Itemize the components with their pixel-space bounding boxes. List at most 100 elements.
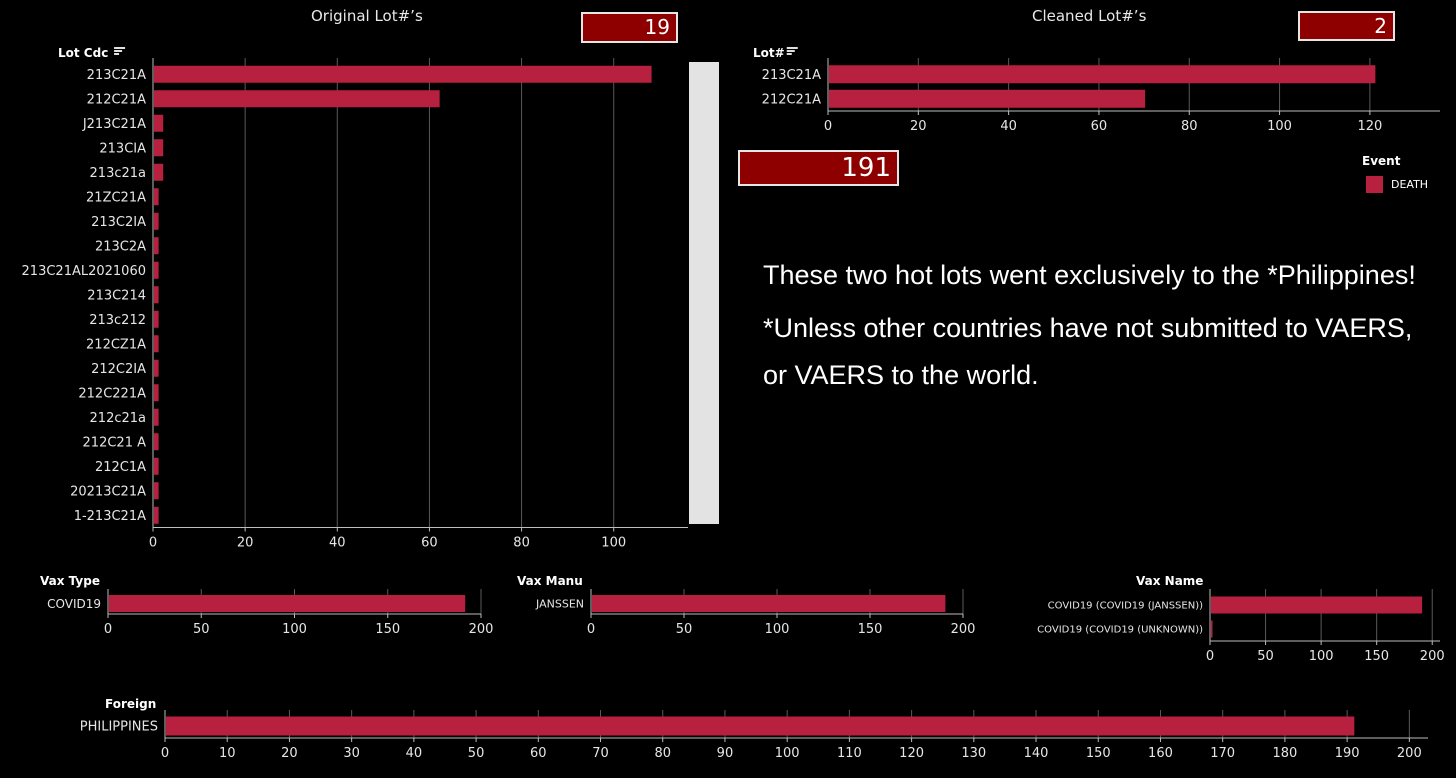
tick-label: 200 (951, 622, 976, 637)
vax-manu-chart: Vax Manu 0 50 100 150 200 JANSSEN (517, 574, 976, 637)
category-label: 213c21a (90, 166, 146, 181)
category-label: 213c212 (89, 313, 146, 328)
bar (154, 212, 159, 230)
category-label: 213C2A (95, 239, 146, 254)
tick-label: 160 (1148, 746, 1173, 761)
category-label: 212C221A (78, 386, 146, 401)
tick-label: 180 (1272, 746, 1297, 761)
dimension-label: Foreign (105, 697, 156, 711)
bar (154, 310, 159, 328)
tick-label: 50 (468, 746, 485, 761)
bar (154, 163, 164, 181)
tick-label: 0 (1206, 649, 1214, 664)
tick-label: 170 (1210, 746, 1235, 761)
tick-label: 60 (530, 746, 547, 761)
category-label: JANSSEN (535, 597, 584, 610)
bar (592, 595, 946, 612)
tick-label: 0 (824, 119, 832, 134)
tick-label: 0 (587, 622, 595, 637)
legend-item-death[interactable]: DEATH (1366, 176, 1428, 193)
bar (1211, 596, 1423, 614)
bar (154, 408, 159, 426)
category-label: 213C21A (87, 68, 146, 83)
category-label: 20213C21A (70, 484, 146, 499)
tick-label: 120 (899, 746, 924, 761)
bar (829, 89, 1146, 108)
tick-label: 130 (961, 746, 986, 761)
tick-label: 20 (237, 536, 254, 551)
bar (154, 506, 159, 524)
tick-label: 140 (1024, 746, 1049, 761)
tick-label: 80 (513, 536, 530, 551)
vax-type-chart: Vax Type 0 50 100 150 200 COVID19 (40, 574, 494, 637)
legend-label: DEATH (1391, 178, 1429, 191)
bar (154, 335, 159, 353)
dimension-label: Lot Cdc (58, 46, 108, 60)
bar (154, 139, 164, 157)
annotation-line-2: *Unless other countries have not submitt… (763, 313, 1413, 390)
tick-label: 50 (193, 622, 210, 637)
category-label: COVID19 (COVID19 (JANSSEN)) (1048, 601, 1203, 612)
dimension-label: Lot# (753, 46, 785, 60)
bar (154, 65, 652, 83)
category-label: 213C21AL2021060 (22, 264, 146, 279)
tick-label: 150 (1364, 649, 1389, 664)
category-label: 212C21A (762, 92, 821, 107)
tick-label: 80 (1181, 119, 1198, 134)
bar (154, 188, 159, 206)
category-label: 212C21 A (83, 435, 147, 450)
tick-label: 100 (765, 622, 790, 637)
tick-label: 60 (421, 536, 438, 551)
cleaned-lots-chart: Lot# 0 20 40 60 80 100 120 213C21A 212C21A (753, 46, 1440, 134)
tick-label: 120 (1357, 119, 1382, 134)
vax-name-chart: Vax Name 0 50 100 150 200 COVID19 (COVID19 (JA… (1037, 574, 1445, 664)
tick-label: 100 (601, 536, 626, 551)
tick-label: 50 (1257, 649, 1274, 664)
tick-label: 40 (406, 746, 423, 761)
tick-label: 20 (281, 746, 298, 761)
category-label: 1-213C21A (74, 509, 146, 524)
category-label: 21ZC21A (86, 190, 146, 205)
dimension-label: Vax Manu (517, 574, 583, 588)
tick-label: 10 (219, 746, 236, 761)
annotation-text: These two hot lots went exclusively to t… (763, 252, 1443, 405)
tick-label: 100 (775, 746, 800, 761)
bar (154, 359, 159, 377)
category-label: J213C21A (82, 117, 146, 132)
bar (154, 237, 159, 255)
bar (154, 114, 164, 132)
tick-label: 100 (1267, 119, 1292, 134)
tick-label: 200 (1420, 649, 1445, 664)
bar (154, 384, 159, 402)
bar (829, 65, 1376, 84)
dimension-label: Vax Type (40, 574, 100, 588)
category-label: 212C21A (87, 92, 146, 107)
tick-label: 90 (717, 746, 734, 761)
bar (1211, 620, 1213, 638)
bar (154, 457, 159, 475)
tick-label: 200 (469, 622, 494, 637)
legend-title: Event (1362, 154, 1401, 168)
sort-icon (114, 47, 126, 55)
tick-label: 200 (1397, 746, 1422, 761)
tick-label: 40 (1000, 119, 1017, 134)
original-lots-scrollbar[interactable] (689, 62, 719, 524)
category-label: 212C2IA (91, 362, 146, 377)
tick-label: 60 (1091, 119, 1108, 134)
category-label: 212C1A (95, 460, 146, 475)
tick-label: 100 (1309, 649, 1334, 664)
category-label: COVID19 (COVID19 (UNKNOWN)) (1037, 625, 1203, 636)
sort-icon (786, 47, 798, 55)
category-label: 213C2IA (91, 215, 146, 230)
tick-label: 50 (676, 622, 693, 637)
category-label: PHILIPPINES (80, 720, 158, 735)
tick-label: 150 (1086, 746, 1111, 761)
cleaned-count-box: 2 (1298, 11, 1395, 41)
category-label: 212CZ1A (86, 337, 146, 352)
dimension-label: Vax Name (1136, 574, 1203, 588)
tick-label: 20 (910, 119, 927, 134)
legend: Event DEATH (1362, 154, 1428, 193)
original-lots-chart: Lot Cdc 0 20 40 60 80 100 213C21A 212C21A J213C21… (22, 46, 688, 551)
bar (166, 716, 1355, 736)
tick-label: 100 (282, 622, 307, 637)
